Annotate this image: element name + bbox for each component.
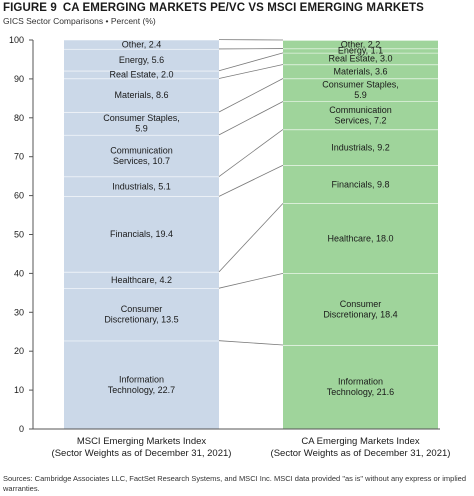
bar-segment-financials-s0 [64, 196, 219, 272]
segment-label-other-s0: Other, 2.4 [122, 39, 162, 49]
x-category-label: MSCI Emerging Markets Index [77, 436, 207, 447]
segment-label-healthcare-s0: Healthcare, 4.2 [111, 275, 172, 285]
connectors-layer [218, 39, 284, 346]
segment-label-information-technology-s1: Information [338, 377, 383, 387]
segment-label-consumer-staples-s1: 5.9 [354, 90, 367, 100]
bar-segment-real-estate-s1 [283, 52, 438, 65]
segment-connector [218, 52, 284, 72]
bar-segment-materials-s0 [64, 78, 219, 112]
segment-label-consumer-discretionary-s0: Consumer [121, 304, 163, 314]
bar-segment-other-s1 [283, 40, 438, 49]
segment-label-communication-services-s0: Communication [110, 145, 173, 155]
y-tick-label: 40 [14, 268, 24, 278]
bar-segment-communication-services-s1 [283, 101, 438, 130]
x-category-label: CA Emerging Markets Index [301, 436, 420, 447]
segment-connector [218, 64, 284, 79]
segment-label-real-estate-s0: Real Estate, 2.0 [109, 70, 173, 80]
bar-segment-consumer-discretionary-s1 [283, 273, 438, 345]
segment-label-industrials-s1: Industrials, 9.2 [331, 142, 390, 152]
segment-label-materials-s0: Materials, 8.6 [114, 90, 168, 100]
segment-label-real-estate-s1: Real Estate, 3.0 [328, 54, 392, 64]
bar-segment-communication-services-s0 [64, 134, 219, 177]
segment-label-consumer-discretionary-s0: Discretionary, 13.5 [104, 315, 178, 325]
y-tick-label: 30 [14, 307, 24, 317]
segment-label-consumer-staples-s1: Consumer Staples, [322, 80, 399, 90]
segment-label-other-s1: Other, 2.2 [341, 39, 381, 49]
segment-connector [218, 273, 284, 289]
segment-connector [218, 129, 284, 177]
bar-segment-energy-s1 [283, 48, 438, 53]
y-tick-label: 80 [14, 113, 24, 123]
segment-label-consumer-staples-s0: Consumer Staples, [103, 113, 180, 123]
y-tick-label: 0 [19, 424, 24, 434]
bars-layer [64, 39, 438, 429]
segment-label-information-technology-s0: Technology, 22.7 [108, 385, 175, 395]
y-tick-label: 20 [14, 346, 24, 356]
segment-label-financials-s0: Financials, 19.4 [110, 229, 173, 239]
bar-segment-financials-s1 [283, 165, 438, 204]
y-tick-label: 10 [14, 385, 24, 395]
segment-label-consumer-discretionary-s1: Consumer [340, 299, 382, 309]
y-tick-label: 60 [14, 191, 24, 201]
segment-label-healthcare-s1: Healthcare, 18.0 [327, 233, 393, 243]
segment-label-information-technology-s0: Information [119, 375, 164, 385]
x-category-label: (Sector Weights as of December 31, 2021) [52, 448, 232, 459]
segment-label-communication-services-s0: Services, 10.7 [113, 156, 170, 166]
segment-connector [218, 340, 284, 346]
y-tick-label: 100 [9, 35, 24, 45]
segment-label-information-technology-s1: Technology, 21.6 [327, 387, 394, 397]
bar-segment-energy-s0 [64, 48, 219, 71]
bar-segment-information-technology-s1 [283, 344, 438, 429]
y-tick-label: 90 [14, 74, 24, 84]
segment-label-consumer-staples-s0: 5.9 [135, 124, 148, 134]
x-axis-category-labels: MSCI Emerging Markets Index(Sector Weigh… [52, 436, 451, 459]
bar-segment-consumer-discretionary-s0 [64, 288, 219, 341]
chart-subtitle: GICS Sector Comparisons • Percent (%) [3, 16, 156, 26]
segment-connector [218, 203, 284, 273]
x-category-label: (Sector Weights as of December 31, 2021) [271, 448, 451, 459]
segment-label-industrials-s0: Industrials, 5.1 [112, 181, 171, 191]
bar-segment-industrials-s0 [64, 176, 219, 197]
bar-segment-industrials-s1 [283, 129, 438, 166]
segment-label-communication-services-s1: Services, 7.2 [334, 116, 386, 126]
y-tick-label: 70 [14, 152, 24, 162]
bar-segment-materials-s1 [283, 64, 438, 79]
segment-connector [218, 164, 284, 197]
y-tick-label: 50 [14, 230, 24, 240]
figure-title: FIGURE 9 CA EMERGING MARKETS PE/VC VS MSC… [3, 2, 424, 14]
bar-segment-healthcare-s1 [283, 203, 438, 274]
segment-label-energy-s0: Energy, 5.6 [119, 55, 164, 65]
bar-segment-other-s0 [64, 39, 219, 49]
figure-number: FIGURE 9 [3, 2, 57, 14]
bar-segment-consumer-staples-s1 [283, 78, 438, 102]
segment-connector [218, 78, 284, 113]
segment-label-financials-s1: Financials, 9.8 [331, 179, 389, 189]
segment-label-consumer-discretionary-s1: Discretionary, 18.4 [323, 309, 397, 319]
segment-label-energy-s1: Energy, 1.1 [338, 46, 383, 56]
bar-segment-consumer-staples-s0 [64, 111, 219, 135]
y-axis: 0 10 20 30 40 50 60 70 80 90 100 [9, 35, 440, 434]
segment-connector [218, 101, 284, 136]
bar-segment-information-technology-s0 [64, 340, 219, 429]
bar-segment-real-estate-s0 [64, 70, 219, 79]
segment-label-communication-services-s1: Communication [329, 105, 392, 115]
sources-note: Sources: Cambridge Associates LLC, FactS… [3, 474, 467, 493]
chart-title: CA EMERGING MARKETS PE/VC VS MSCI EMERGI… [62, 2, 424, 14]
bar-segment-healthcare-s0 [64, 271, 219, 289]
segment-label-materials-s1: Materials, 3.6 [333, 67, 387, 77]
